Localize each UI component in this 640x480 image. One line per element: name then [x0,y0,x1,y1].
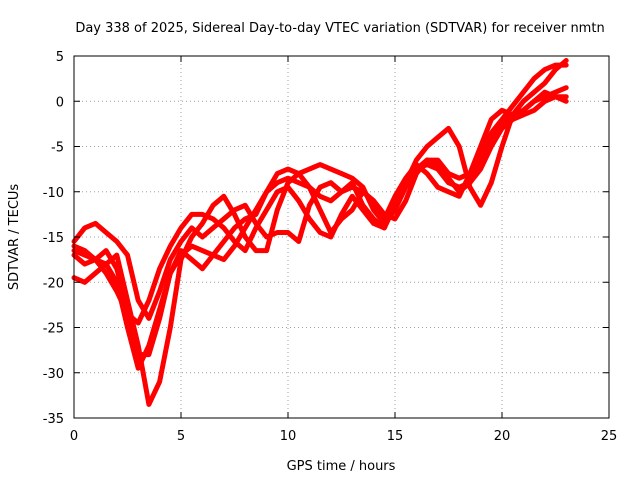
chart-title: Day 338 of 2025, Sidereal Day-to-day VTE… [75,21,604,36]
x-tick-label: 15 [387,429,404,444]
y-tick-label: 5 [56,50,64,65]
y-tick-label: -20 [43,276,64,291]
series-group [71,58,569,407]
y-tick-label: -35 [43,412,64,427]
axis-ticks: 0 5 10 15 20 25 5 0 -5 -10 -15 -20 -25 -30 -35 [43,50,618,444]
x-tick-label: 10 [280,429,297,444]
x-tick-label: 0 [70,429,78,444]
y-tick-label: 0 [56,95,64,110]
series-line-2 [71,58,569,371]
series-line-3 [71,62,569,358]
x-tick-label: 20 [494,429,511,444]
x-axis-label: GPS time / hours [287,459,396,474]
y-tick-label: -10 [43,186,64,201]
series-line-4 [71,85,569,407]
x-tick-label: 5 [177,429,185,444]
series-line-1 [71,89,569,321]
y-tick-label: -25 [43,322,64,337]
y-axis-label: SDTVAR / TECUs [7,184,22,291]
series-line-5 [71,94,569,326]
y-tick-label: -5 [51,141,64,156]
y-tick-label: -30 [43,367,64,382]
y-tick-label: -15 [43,231,64,246]
x-tick-label: 25 [601,429,618,444]
